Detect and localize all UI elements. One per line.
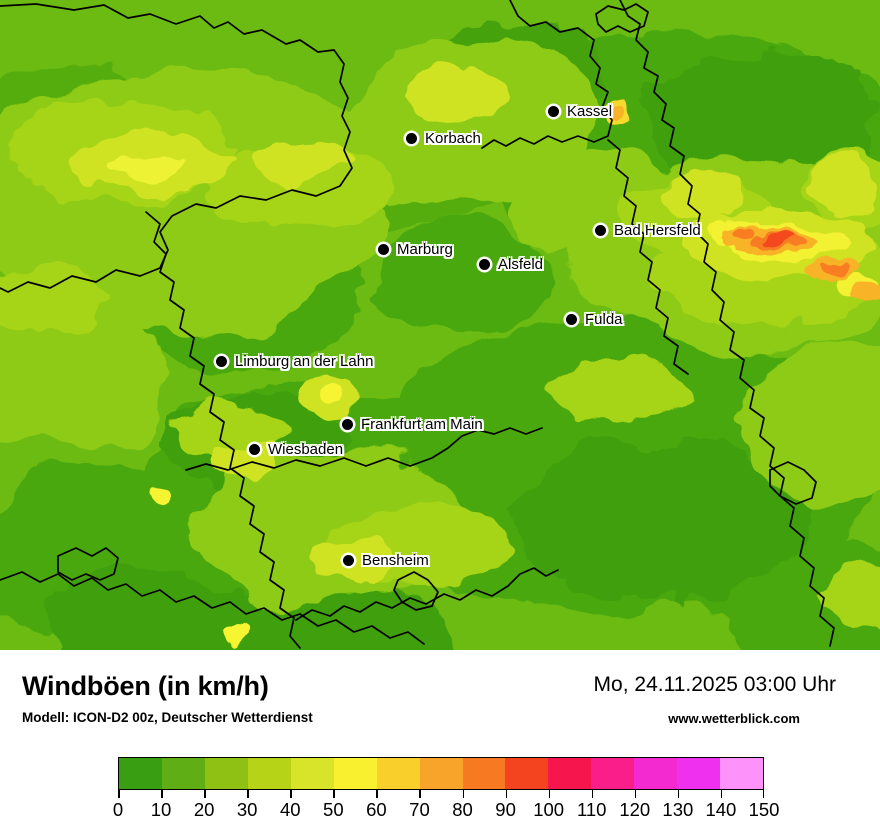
colorbar-swatch-60 xyxy=(376,758,420,789)
colorbar-swatch-110 xyxy=(591,758,635,789)
colorbar-tick xyxy=(290,790,292,798)
colorbar-swatch-50 xyxy=(333,758,377,789)
colorbar-tick xyxy=(505,790,508,798)
wind-gust-field xyxy=(0,0,880,650)
colorbar-swatch-20 xyxy=(204,758,248,789)
field-hotspot-rhoen xyxy=(611,105,880,301)
state-border-lines xyxy=(0,0,835,649)
colorbar-tick-label: 130 xyxy=(662,799,694,820)
city-marker[interactable]: Marburg xyxy=(378,242,453,257)
city-marker[interactable]: Kassel xyxy=(548,104,612,119)
city-label: Alsfeld xyxy=(498,256,544,273)
colorbar-tick xyxy=(677,790,680,798)
city-marker[interactable]: Alsfeld xyxy=(479,257,543,272)
city-dot-icon xyxy=(342,419,353,430)
colorbar-tick-label: 80 xyxy=(452,799,473,820)
city-marker[interactable]: Korbach xyxy=(406,131,481,146)
colorbar-tick-label: 20 xyxy=(193,799,215,820)
city-dot-icon xyxy=(378,244,389,255)
city-marker[interactable]: Frankfurt am Main xyxy=(342,417,483,432)
city-dot-icon xyxy=(548,106,559,117)
colorbar-swatch-90 xyxy=(505,758,549,789)
city-dot-icon xyxy=(406,133,417,144)
colorbar-tick xyxy=(462,790,465,798)
colorbar-swatch-80 xyxy=(462,758,506,789)
city-marker[interactable]: Bad Hersfeld xyxy=(595,223,701,238)
colorbar-tick-label: 0 xyxy=(112,799,124,820)
page-title: Windböen (in km/h) xyxy=(22,671,269,701)
city-dot-icon xyxy=(566,314,577,325)
colorbar-swatch-40 xyxy=(290,758,334,789)
colorbar-swatch-30 xyxy=(247,758,291,789)
colorbar-tick-label: 40 xyxy=(279,799,301,820)
city-marker[interactable]: Fulda xyxy=(566,312,623,327)
colorbar-tick-labels: 0 10 20 30 40 50 60 70 80 90 100 110 120 130 140 150 xyxy=(113,798,780,822)
colorbar-tick-label: 30 xyxy=(236,799,258,820)
city-dot-icon xyxy=(216,356,227,367)
city-label: Wiesbaden xyxy=(268,441,344,458)
colorbar-swatch-70 xyxy=(419,758,463,789)
city-dot-icon xyxy=(249,444,260,455)
colorbar-tick-label: 50 xyxy=(323,799,344,820)
map-panel[interactable]: Kassel Korbach Bad Hersfeld Marburg Alsfeld F… xyxy=(0,0,880,650)
colorbar-tick xyxy=(419,790,421,798)
colorbar-swatch-0 xyxy=(119,758,162,789)
colorbar-swatch-120 xyxy=(634,758,678,789)
site-url: www.wetterblick.com xyxy=(668,711,800,726)
colorbar-tick xyxy=(634,790,637,798)
city-label: Frankfurt am Main xyxy=(361,416,483,433)
colorbar-tick-label: 140 xyxy=(705,799,737,820)
colorbar-swatch-130 xyxy=(677,758,721,789)
colorbar-tick xyxy=(161,790,163,798)
colorbar-tick xyxy=(591,790,594,798)
colorbar-swatch-140 xyxy=(720,758,764,789)
city-label: Fulda xyxy=(585,311,623,328)
colorbar-tick-label: 100 xyxy=(533,799,565,820)
colorbar-legend: 0 10 20 30 40 50 60 70 80 90 100 110 120 130 140 150 xyxy=(113,757,780,822)
colorbar-tick xyxy=(548,790,551,798)
city-label: Limburg an der Lahn xyxy=(235,353,374,370)
city-dot-icon xyxy=(595,225,606,236)
city-marker[interactable]: Limburg an der Lahn xyxy=(216,354,373,369)
model-subtitle: Modell: ICON-D2 00z, Deutscher Wetterdie… xyxy=(22,710,313,725)
colorbar-tick-label: 110 xyxy=(576,799,607,820)
city-dot-icon xyxy=(479,259,490,270)
colorbar-tick xyxy=(118,790,120,798)
colorbar-tick-label: 70 xyxy=(409,799,430,820)
colorbar-ticks xyxy=(118,790,764,798)
city-label: Kassel xyxy=(567,103,613,120)
colorbar-tick-label: 90 xyxy=(495,799,516,820)
city-label: Marburg xyxy=(397,241,453,258)
colorbar-tick xyxy=(333,790,335,798)
colorbar-tick-label: 120 xyxy=(619,799,651,820)
colorbar-tick xyxy=(204,790,206,798)
colorbar-tick-label: 150 xyxy=(748,799,780,820)
forecast-datetime: Mo, 24.11.2025 03:00 Uhr xyxy=(593,673,836,696)
colorbar-tick xyxy=(720,790,723,798)
colorbar-tick xyxy=(376,790,378,798)
colorbar-tick xyxy=(762,790,764,798)
city-marker[interactable]: Wiesbaden xyxy=(249,442,343,457)
colorbar-swatch-10 xyxy=(161,758,205,789)
city-label: Korbach xyxy=(425,130,481,147)
city-label: Bad Hersfeld xyxy=(614,222,701,239)
colorbar-tick xyxy=(247,790,249,798)
city-dot-icon xyxy=(343,555,354,566)
legend-footer: Windböen (in km/h) Modell: ICON-D2 00z, … xyxy=(0,650,880,830)
city-marker[interactable]: Bensheim xyxy=(343,553,429,568)
colorbar-tick-label: 60 xyxy=(366,799,387,820)
colorbar-swatches xyxy=(118,757,764,790)
city-label: Bensheim xyxy=(362,552,429,569)
colorbar-swatch-100 xyxy=(548,758,592,789)
colorbar-tick-label: 10 xyxy=(150,799,172,820)
